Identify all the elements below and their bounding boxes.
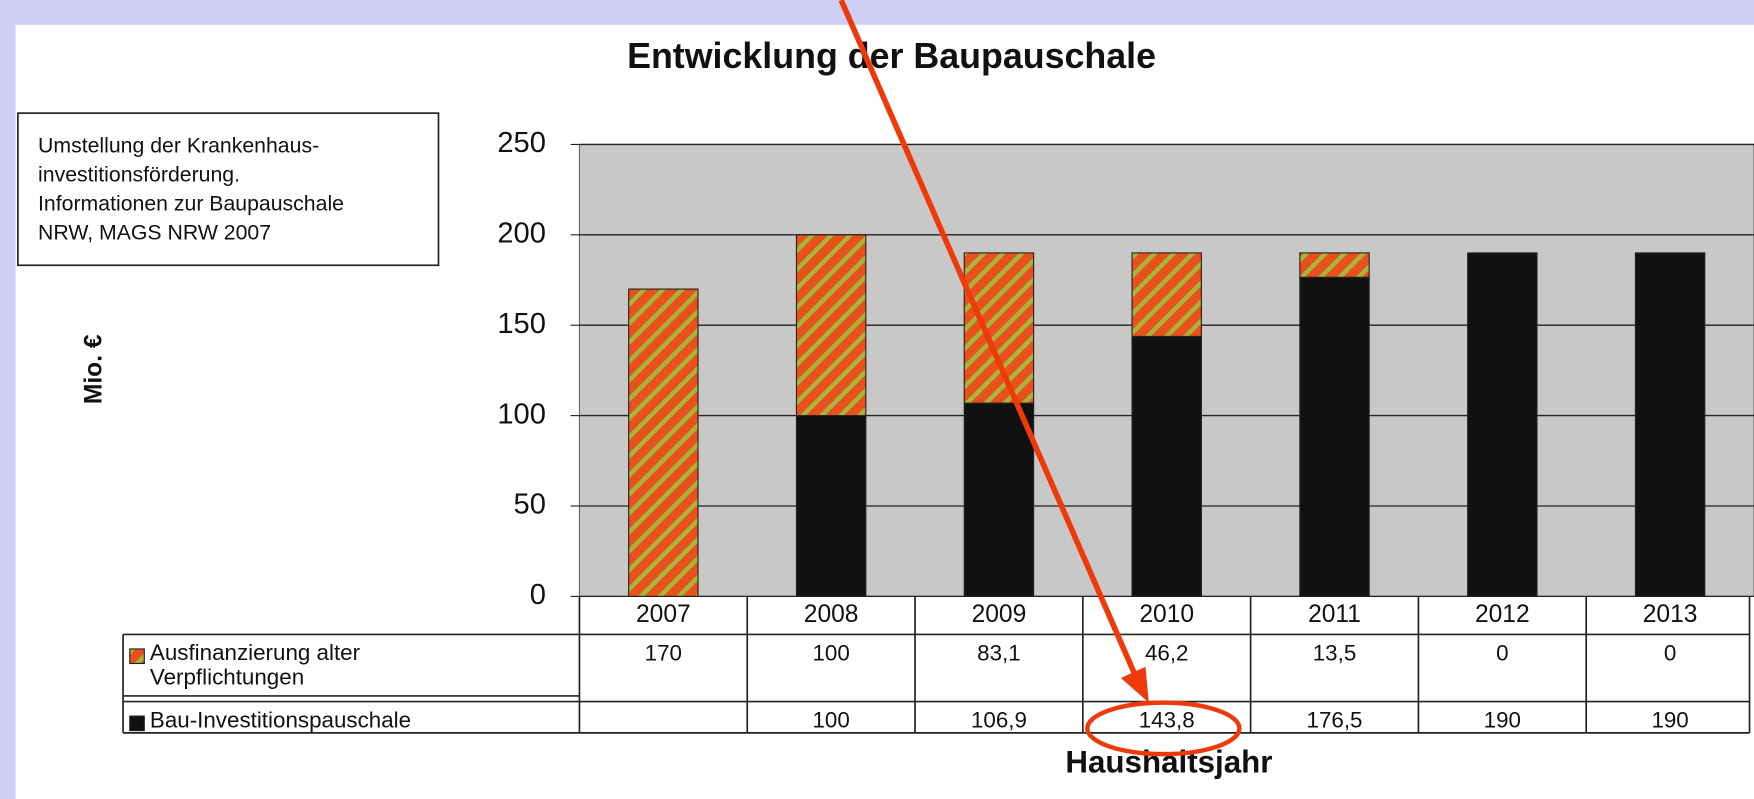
y-tick-label: 50 [514,489,546,521]
table-value: 170 [645,640,682,665]
x-tick-label: 2007 [636,601,691,628]
bar [628,288,699,597]
x-tick-label: 2011 [1308,601,1361,628]
note-line: investitionsförderung. [38,162,240,186]
bar [1131,252,1202,337]
table-value: 46,2 [1145,640,1189,665]
table-value: 100 [812,708,849,733]
x-tick-label: 2009 [972,601,1027,628]
legend-label-box: Ausfinanzierung alter Verpflichtungen [149,641,361,691]
bar [1299,252,1370,278]
y-tick-label: 200 [497,218,546,250]
table-value: 106,9 [971,708,1027,733]
legend-swatch [129,648,145,665]
bar [1299,276,1370,597]
data-table: 2007 2008 2009 2010 2011 2012 2013 Ausfinanzier… [122,596,1751,734]
table-value: 143,8 [1139,708,1195,733]
bar [1131,335,1202,597]
legend-label-box: Bau-Investitionspauschale [149,708,412,733]
table-value: 176,5 [1307,708,1363,733]
note-line: NRW, MAGS NRW 2007 [38,221,271,245]
y-tick-label: 0 [530,579,546,611]
legend-label: Bau-Investitionspauschale [149,708,412,733]
arrow-head [1120,666,1149,703]
highlight-ellipse [1085,700,1242,757]
y-tick-label: 150 [497,308,546,340]
note-line: Umstellung der Krankenhaus- [38,133,319,157]
note-line: Informationen zur Baupauschale [38,191,344,215]
table-value: 0 [1664,640,1676,665]
y-tick-label: 250 [497,127,546,159]
y-axis-label: Mio. € [81,334,108,404]
table-value: 0 [1496,640,1508,665]
note-frame [17,112,440,267]
bar [963,252,1035,404]
x-tick-label: 2013 [1643,601,1698,628]
table-value: 190 [1484,708,1521,733]
x-tick-label: 2012 [1475,601,1530,628]
bar [963,402,1035,597]
bar [1634,252,1706,597]
table-value: 100 [812,640,849,665]
note-box: Umstellung der Krankenhaus-investitionsf… [17,112,440,267]
bar [795,234,867,417]
x-tick-label: 2010 [1139,601,1194,628]
x-axis-label: Haushaltsjahr [1065,744,1272,779]
chart-title: Entwicklung der Baupauschale [627,36,1156,76]
table-value: 13,5 [1313,640,1357,665]
table-value: 83,1 [977,640,1021,665]
x-tick-label: 2008 [804,601,859,628]
annotation-arrow [838,0,1138,677]
bar [1467,252,1538,597]
bar [795,415,867,597]
legend-label: Ausfinanzierung alter Verpflichtungen [149,641,361,691]
legend-swatch [129,715,145,732]
table-value: 190 [1651,708,1688,733]
y-tick-label: 100 [497,398,546,430]
